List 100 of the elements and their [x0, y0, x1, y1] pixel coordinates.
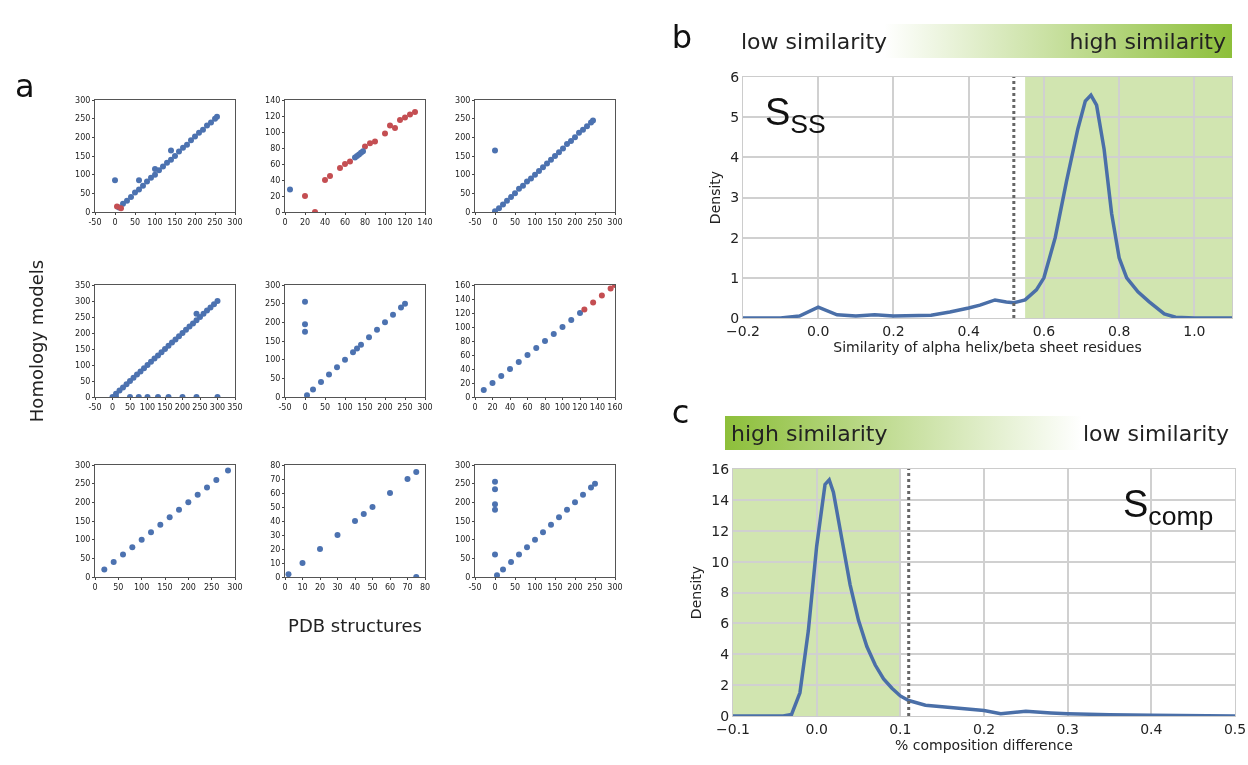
y-tick-label: 80 — [460, 336, 471, 346]
x-tick-label: 60 — [384, 582, 396, 592]
x-tick-label: 150 — [157, 582, 173, 592]
y-tick-label: 3 — [730, 189, 740, 206]
x-tick-label: 150 — [157, 402, 173, 412]
point — [184, 141, 190, 148]
point — [590, 299, 597, 306]
y-tick-label: 300 — [75, 95, 91, 105]
annotation: S$_{SS}$ — [765, 91, 826, 139]
point — [352, 518, 358, 524]
x-tick-label: 40 — [349, 582, 361, 592]
x-tick-label: 140 — [417, 217, 433, 227]
x-tick-label: 0.4 — [957, 322, 980, 339]
point — [192, 133, 198, 140]
y-tick-label: 50 — [80, 189, 91, 199]
point — [360, 511, 367, 517]
y-tick-label: 20 — [270, 544, 281, 554]
point — [552, 153, 558, 159]
y-tick-label: 200 — [455, 133, 471, 143]
point — [390, 311, 396, 318]
x-tick-label: 0 — [282, 217, 288, 227]
y-tick-label: 150 — [75, 344, 91, 354]
point — [382, 319, 388, 326]
y-tick-label: 300 — [75, 296, 91, 306]
point — [213, 476, 220, 483]
point — [581, 306, 588, 313]
point — [136, 177, 142, 184]
x-tick-label: 0.5 — [1223, 720, 1247, 737]
y-tick-label: 40 — [270, 175, 281, 185]
point — [164, 159, 170, 166]
y-tick-label: 140 — [455, 294, 471, 304]
y-tick-label: 50 — [270, 374, 281, 384]
x-tick-label: 0 — [472, 402, 478, 412]
point — [492, 478, 498, 485]
point — [500, 566, 506, 573]
x-tick-label: 200 — [187, 217, 203, 227]
point — [326, 371, 332, 378]
point — [568, 317, 575, 323]
point — [101, 566, 108, 573]
point — [540, 529, 546, 536]
point — [176, 333, 182, 340]
x-tick-label: 50 — [509, 582, 521, 592]
point — [322, 177, 328, 183]
point — [548, 521, 554, 528]
point — [516, 551, 522, 558]
y-tick-label: 150 — [265, 336, 281, 346]
y-tick-label: 8 — [720, 584, 730, 601]
y-tick-label: 250 — [455, 114, 471, 124]
y-tick-label: 300 — [455, 95, 471, 105]
x-tick-label: -50 — [88, 402, 102, 412]
point — [132, 189, 138, 196]
y-tick-label: 30 — [270, 530, 281, 540]
point — [342, 356, 348, 363]
point — [152, 171, 158, 178]
y-tick-label: 10 — [270, 558, 281, 568]
x-tick-label: 0.3 — [1056, 720, 1079, 737]
point — [572, 499, 578, 506]
point — [327, 173, 333, 179]
x-tick-label: 160 — [607, 402, 623, 412]
y-tick-label: 2 — [720, 677, 730, 694]
point — [204, 484, 210, 491]
point — [374, 326, 380, 333]
x-tick-label: 150 — [547, 217, 563, 227]
x-tick-label: 200 — [174, 402, 191, 412]
x-tick-label: 80 — [359, 217, 371, 227]
x-tick-label: 50 — [113, 582, 124, 592]
x-axis-title: PDB structures — [288, 614, 422, 636]
y-tick-label: 0 — [275, 392, 281, 402]
point — [157, 521, 164, 528]
y-tick-label: 0 — [465, 392, 471, 402]
y-tick-label: 100 — [75, 170, 91, 180]
x-tick-label: 120 — [397, 217, 413, 227]
y-tick-label: 120 — [455, 308, 471, 318]
point — [342, 161, 348, 167]
y-tick-label: 2 — [730, 229, 740, 246]
x-tick-label: 30 — [332, 582, 343, 592]
point — [188, 137, 194, 144]
point — [520, 182, 526, 189]
point — [144, 178, 150, 185]
y-tick-label: 200 — [75, 498, 91, 508]
x-tick-label: 120 — [572, 402, 588, 412]
point — [548, 156, 554, 163]
point — [334, 364, 340, 371]
point — [580, 126, 586, 133]
point — [507, 366, 513, 372]
x-tick-label: 50 — [319, 402, 331, 412]
y-tick-label: 4 — [730, 149, 740, 166]
point — [412, 109, 418, 115]
x-tick-label: 140 — [589, 402, 606, 412]
point — [172, 153, 178, 159]
y-tick-label: 100 — [455, 170, 471, 180]
x-tick-label: 50 — [129, 217, 141, 227]
point — [136, 186, 142, 193]
x-tick-label: 0.8 — [1108, 322, 1131, 339]
x-tick-label: 0 — [109, 402, 116, 412]
point — [120, 551, 126, 558]
point — [369, 504, 376, 510]
point — [480, 387, 487, 393]
x-tick-label: 10 — [297, 582, 308, 592]
point — [598, 292, 605, 299]
